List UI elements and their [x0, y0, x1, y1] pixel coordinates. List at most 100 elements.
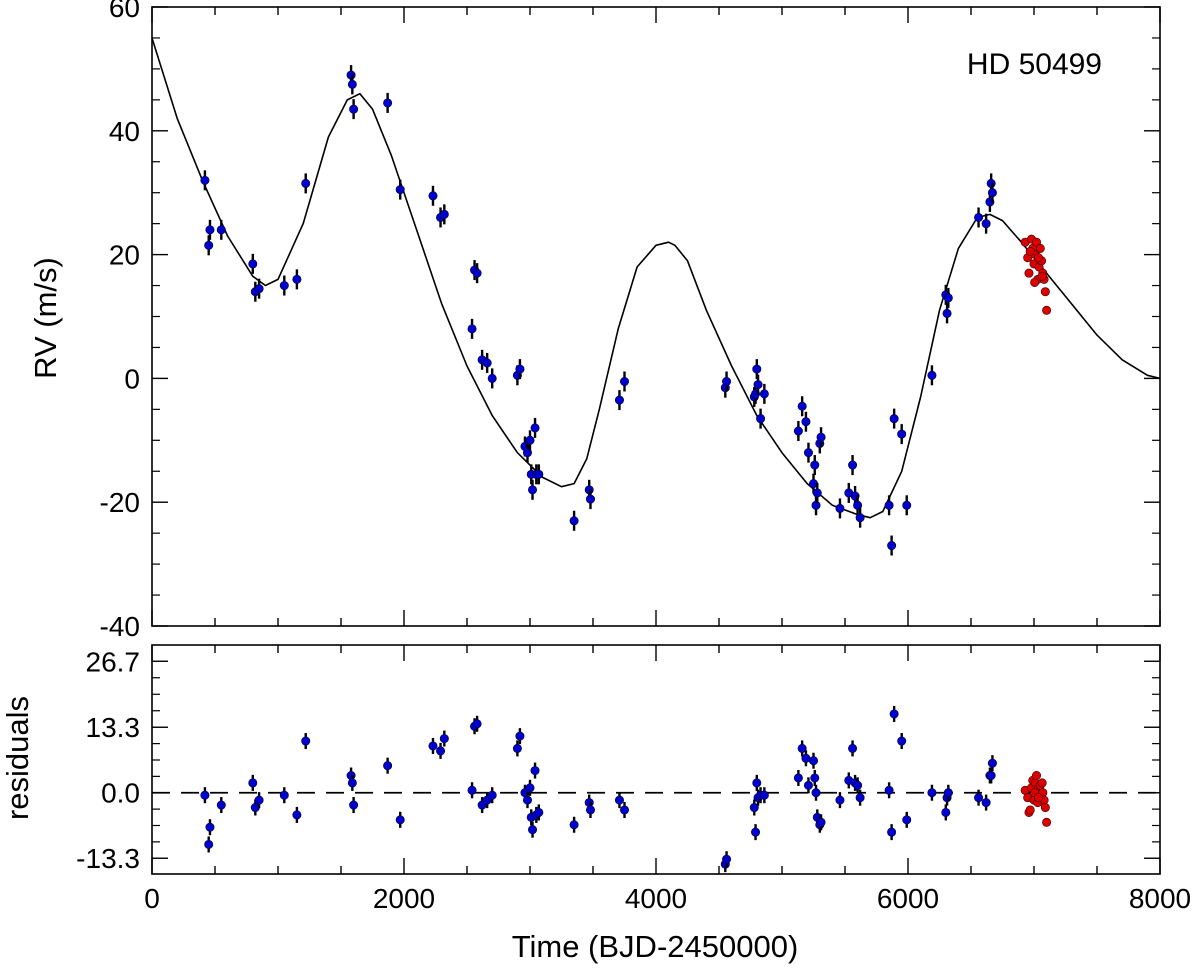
rv-dataset-1-point	[981, 219, 991, 229]
residual-dataset-2-point	[1032, 771, 1042, 781]
rv-dataset-1-point	[487, 373, 497, 383]
rv-dataset-1-point	[614, 395, 624, 405]
rv-dataset-1-point	[301, 178, 311, 188]
residual-dataset-2-point	[1040, 803, 1050, 813]
rv-dataset-1-point	[204, 240, 214, 250]
rv-dataset-1-point	[482, 358, 492, 368]
rv-dataset-1-point	[974, 212, 984, 222]
rv-dataset-1-point	[816, 432, 826, 442]
rv-dataset-1-point	[292, 274, 302, 284]
rv-dataset-1-point	[515, 364, 525, 374]
residual-dataset-1-point	[569, 820, 579, 830]
rv-dataset-1-point	[349, 104, 359, 114]
rv-dataset-2-point	[1035, 243, 1045, 253]
residual-dataset-1-point	[974, 793, 984, 803]
residual-dataset-2-point	[1033, 793, 1043, 803]
rv-data-layer	[200, 65, 1052, 556]
rv-dataset-2-point	[1024, 268, 1034, 278]
residual-dataset-1-point	[248, 778, 258, 788]
rv-dataset-1-point	[395, 185, 405, 195]
residual-dataset-1-point	[797, 743, 807, 753]
residual-dataset-2-point	[1037, 778, 1047, 788]
rv-plot-frame	[151, 6, 1161, 627]
rv-dataset-1-point	[759, 389, 769, 399]
residual-dataset-1-point	[848, 743, 858, 753]
residual-dataset-1-point	[216, 800, 226, 810]
residuals-x-tick-label: 0	[144, 883, 160, 914]
residual-dataset-1-point	[204, 839, 214, 849]
rv-dataset-1-point	[811, 500, 821, 510]
residual-dataset-2-point	[1025, 805, 1035, 815]
residuals-axes: 0 2000 4000 6000 8000 -13.3 0.0 13.3 26.7	[76, 644, 1191, 914]
rv-dataset-1-point	[279, 281, 289, 291]
residual-dataset-1-point	[884, 785, 894, 795]
rv-dataset-1-point	[525, 435, 535, 445]
residuals-x-tick-label: 8000	[1129, 883, 1191, 914]
rv-dataset-1-point	[530, 423, 540, 433]
rv-y-tick-label: 20	[109, 240, 140, 271]
rv-dataset-2-point	[1033, 253, 1043, 263]
rv-dataset-1-point	[346, 70, 356, 80]
residual-dataset-1-point	[585, 805, 595, 815]
rv-dataset-1-point	[853, 500, 863, 510]
residual-dataset-1-point	[808, 756, 818, 766]
residual-dataset-1-point	[941, 807, 951, 817]
rv-dataset-2-point	[1042, 305, 1052, 315]
rv-dataset-1-point	[902, 500, 912, 510]
residual-dataset-1-point	[301, 736, 311, 746]
residual-dataset-1-point	[897, 736, 907, 746]
rv-y-tick-label: 40	[109, 116, 140, 147]
rv-dataset-1-point	[897, 429, 907, 439]
rv-dataset-1-point	[439, 209, 449, 219]
residual-dataset-1-point	[522, 795, 532, 805]
residual-dataset-1-point	[467, 785, 477, 795]
residuals-y-tick-label: 13.3	[86, 712, 141, 743]
residual-dataset-1-point	[428, 741, 438, 751]
residual-dataset-1-point	[528, 825, 538, 835]
residual-dataset-1-point	[472, 719, 482, 729]
rv-dataset-1-point	[987, 188, 997, 198]
target-label: HD 50499	[967, 48, 1102, 81]
residual-dataset-1-point	[346, 771, 356, 781]
rv-y-axis-title: RV (m/s)	[28, 257, 63, 379]
rv-dataset-1-point	[528, 485, 538, 495]
rv-dataset-1-point	[986, 178, 996, 188]
rv-dataset-1-point	[472, 268, 482, 278]
rv-dataset-1-point	[205, 225, 215, 235]
rv-y-tick-label: -40	[100, 611, 140, 642]
residuals-y-tick-label: 26.7	[86, 646, 141, 677]
rv-dataset-1-point	[889, 414, 899, 424]
rv-dataset-1-point	[942, 308, 952, 318]
residual-dataset-1-point	[439, 734, 449, 744]
residual-dataset-1-point	[759, 790, 769, 800]
rv-y-tick-label: 60	[109, 0, 140, 23]
residual-dataset-1-point	[383, 761, 393, 771]
rv-dataset-1-point	[943, 293, 953, 303]
residual-dataset-1-point	[534, 807, 544, 817]
rv-dataset-1-point	[534, 469, 544, 479]
residual-dataset-1-point	[752, 778, 762, 788]
residuals-x-tick-label: 4000	[625, 883, 687, 914]
residual-dataset-1-point	[835, 795, 845, 805]
residual-dataset-1-point	[512, 743, 522, 753]
residual-dataset-1-point	[811, 788, 821, 798]
residual-dataset-1-point	[902, 815, 912, 825]
residual-dataset-1-point	[927, 788, 937, 798]
residual-dataset-1-point	[749, 803, 759, 813]
residual-dataset-1-point	[614, 795, 624, 805]
residual-dataset-1-point	[751, 827, 761, 837]
rv-dataset-1-point	[619, 376, 629, 386]
residuals-panel: 0 2000 4000 6000 8000 -13.3 0.0 13.3 26.7 residu…	[0, 644, 1191, 964]
residual-dataset-1-point	[816, 817, 826, 827]
rv-axes: -40 -20 0 20 40 60	[100, 0, 1161, 642]
residual-dataset-1-point	[986, 771, 996, 781]
residual-dataset-1-point	[801, 753, 811, 763]
model-curve	[151, 37, 1161, 519]
residual-dataset-1-point	[487, 790, 497, 800]
residual-dataset-1-point	[810, 773, 820, 783]
rv-dataset-1-point	[569, 516, 579, 526]
residuals-plot-frame	[151, 644, 1161, 875]
rv-dataset-1-point	[835, 503, 845, 513]
rv-dataset-1-point	[927, 370, 937, 380]
residual-dataset-1-point	[436, 746, 446, 756]
